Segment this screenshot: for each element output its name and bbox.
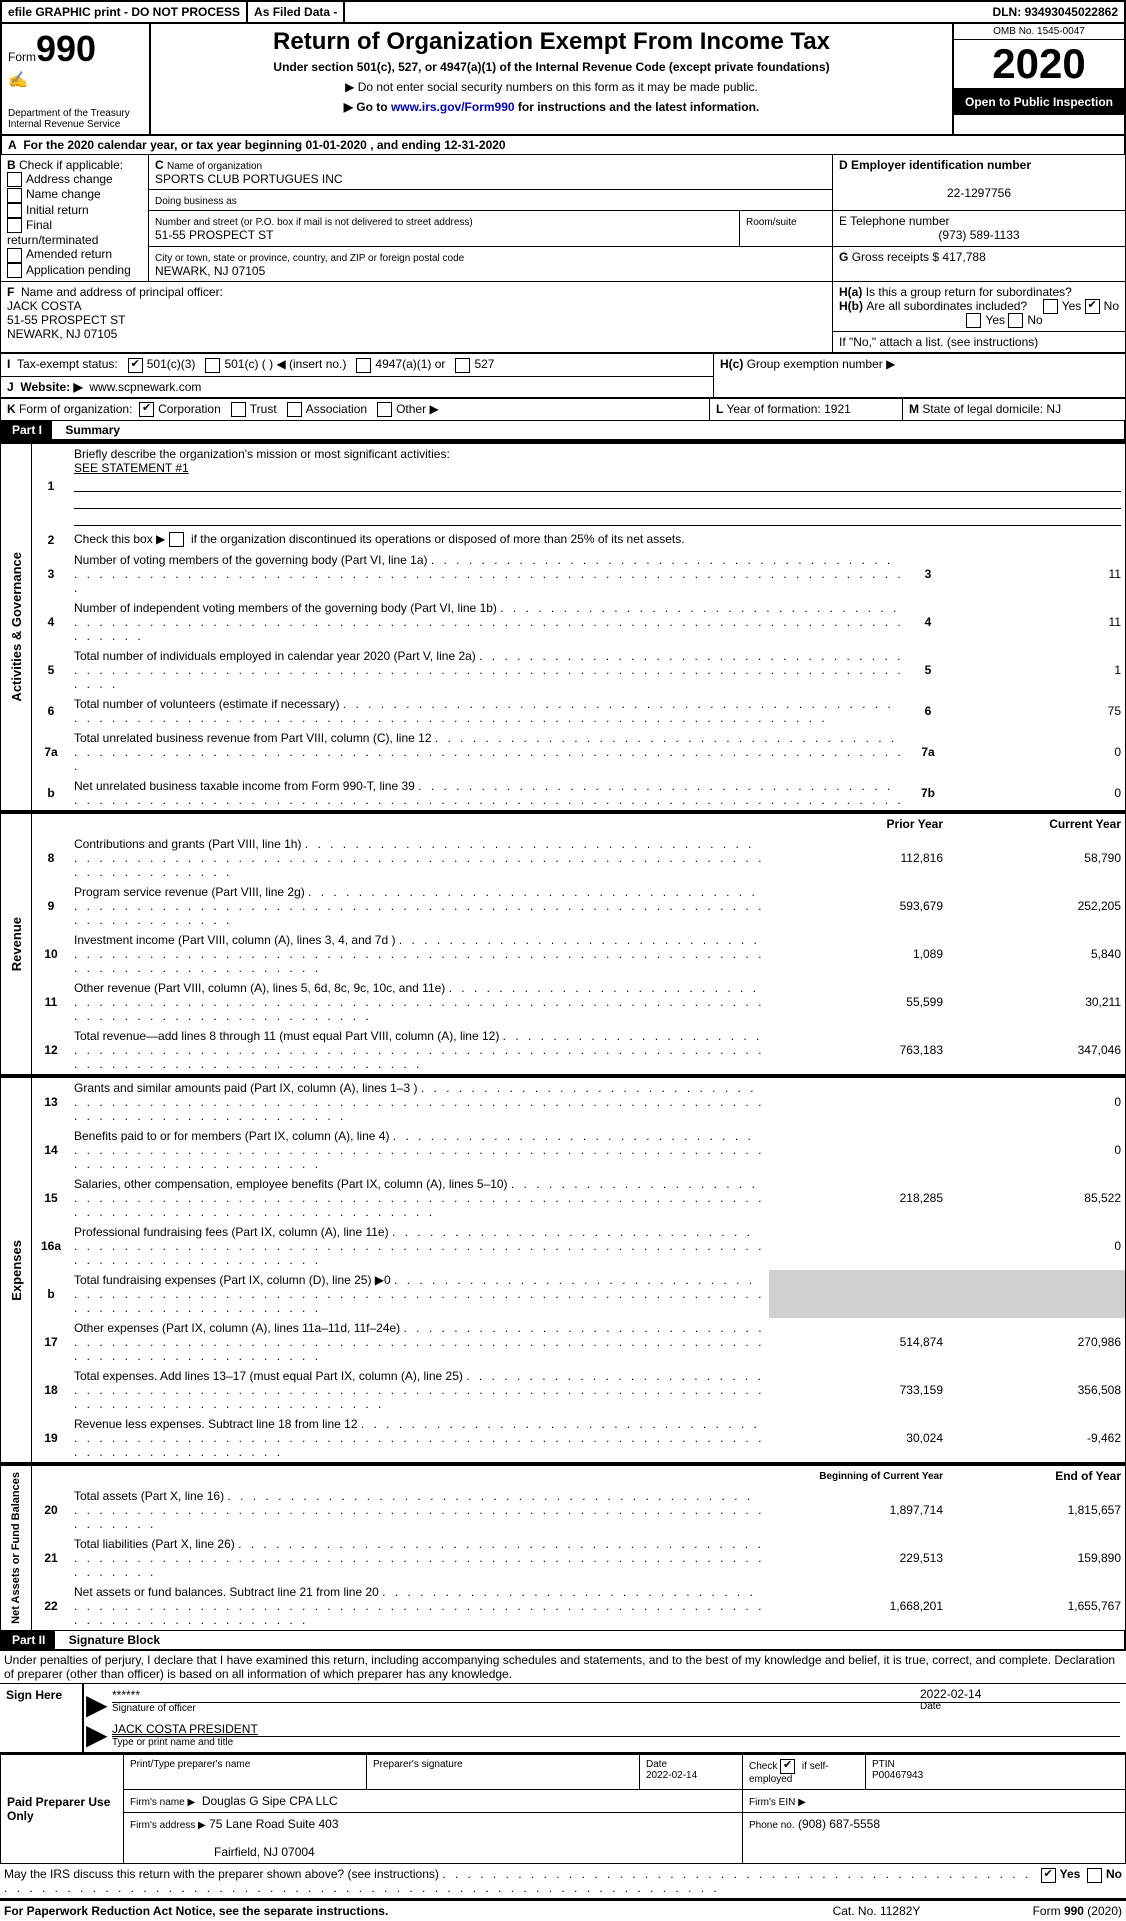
identity-grid: B Check if applicable: Address change Na… <box>0 154 1126 353</box>
form-corp[interactable]: Corporation <box>158 402 221 416</box>
main-header: Form990 ✍ Department of the Treasury Int… <box>0 24 1126 136</box>
form-subtitle: Under section 501(c), 527, or 4947(a)(1)… <box>157 60 946 74</box>
status-501c3[interactable]: 501(c)(3) <box>147 357 196 371</box>
hc-text: Group exemption number ▶ <box>747 357 896 371</box>
firm-addr1: 75 Lane Road Suite 403 <box>209 1817 338 1831</box>
end-year-header: End of Year <box>947 1466 1125 1486</box>
ein: 22-1297756 <box>839 186 1119 200</box>
sig-name: JACK COSTA PRESIDENT <box>112 1722 258 1736</box>
as-filed: As Filed Data - <box>248 2 345 22</box>
form-number: 990 <box>36 28 96 69</box>
status-grid: I Tax-exempt status: ✔501(c)(3) 501(c) (… <box>0 353 1126 397</box>
cat-no: Cat. No. 11282Y <box>833 1904 1033 1918</box>
form-assoc[interactable]: Association <box>306 402 367 416</box>
paid-preparer-label: Paid Preparer Use Only <box>1 1754 124 1864</box>
top-strip: efile GRAPHIC print - DO NOT PROCESS As … <box>0 0 1126 24</box>
part-i-title: Summary <box>55 423 120 437</box>
dln: 93493045022862 <box>1025 5 1118 19</box>
check-name-change[interactable]: Name change <box>26 187 101 201</box>
netassets-section: Net Assets or Fund Balances Beginning of… <box>0 1463 1126 1631</box>
gross-receipts: 417,788 <box>942 250 985 264</box>
expenses-tab: Expenses <box>9 1240 24 1301</box>
firm-ein-label: Firm's EIN ▶ <box>749 1797 806 1808</box>
declaration: Under penalties of perjury, I declare th… <box>0 1651 1126 1684</box>
activities-section: Activities & Governance 1Briefly describ… <box>0 441 1126 811</box>
kml-grid: K Form of organization: ✔Corporation Tru… <box>0 398 1126 421</box>
activities-tab: Activities & Governance <box>9 552 24 702</box>
check-initial[interactable]: Initial return <box>26 203 89 217</box>
prior-year-header: Prior Year <box>769 814 947 834</box>
state-domicile: NJ <box>1046 402 1061 416</box>
check-address-change[interactable]: Address change <box>26 172 113 186</box>
revenue-section: Revenue Prior YearCurrent Year 8 Contrib… <box>0 811 1126 1075</box>
year-formation: 1921 <box>824 402 851 416</box>
part-ii-label: Part II <box>2 1631 55 1649</box>
check-amended[interactable]: Amended return <box>26 247 112 261</box>
sig-officer-label: Signature of officer <box>112 1703 920 1714</box>
form-title: Return of Organization Exempt From Incom… <box>157 28 946 56</box>
sign-here-table: Sign Here ▶ ****** Signature of officer … <box>0 1684 1126 1752</box>
netassets-tab: Net Assets or Fund Balances <box>10 1472 22 1624</box>
irs-link[interactable]: www.irs.gov/Form990 <box>391 100 515 114</box>
check-pending[interactable]: Application pending <box>26 263 131 277</box>
form-trust[interactable]: Trust <box>250 402 277 416</box>
revenue-tab: Revenue <box>9 917 24 971</box>
officer-city: NEWARK, NJ 07105 <box>7 327 117 341</box>
ptin: P00467943 <box>872 1770 923 1781</box>
org-name: SPORTS CLUB PORTUGUES INC <box>155 172 343 186</box>
begin-year-header: Beginning of Current Year <box>769 1466 947 1486</box>
org-street: 51-55 PROSPECT ST <box>155 228 274 242</box>
form-note2a: ▶ Go to <box>344 100 391 114</box>
status-4947[interactable]: 4947(a)(1) or <box>375 357 445 371</box>
website[interactable]: www.scpnewark.com <box>89 380 201 394</box>
line-a: A For the 2020 calendar year, or tax yea… <box>0 136 1126 154</box>
dba-label: Doing business as <box>155 196 237 207</box>
paperwork-notice: For Paperwork Reduction Act Notice, see … <box>4 1904 833 1918</box>
form-note2b: for instructions and the latest informat… <box>515 100 760 114</box>
may-irs: May the IRS discuss this return with the… <box>4 1867 439 1881</box>
form-prefix: Form <box>8 50 36 64</box>
dept: Department of the Treasury <box>8 108 143 119</box>
sig-stars: ****** <box>112 1688 140 1702</box>
officer-name: JACK COSTA <box>7 299 81 313</box>
hb-note: If "No," attach a list. (see instruction… <box>839 335 1038 349</box>
dln-label: DLN: <box>993 5 1022 19</box>
sign-here-label: Sign Here <box>0 1684 83 1752</box>
part-i-label: Part I <box>2 421 52 439</box>
irs: Internal Revenue Service <box>8 119 143 130</box>
firm-name: Douglas G Sipe CPA LLC <box>202 1794 338 1808</box>
org-city: NEWARK, NJ 07105 <box>155 264 265 278</box>
status-527[interactable]: 527 <box>474 357 494 371</box>
part-ii-title: Signature Block <box>59 1633 160 1647</box>
firm-phone: (908) 687-5558 <box>798 1817 880 1831</box>
officer-street: 51-55 PROSPECT ST <box>7 313 126 327</box>
room-label: Room/suite <box>746 217 797 228</box>
paid-preparer-table: Paid Preparer Use Only Print/Type prepar… <box>0 1752 1126 1864</box>
expenses-section: Expenses 13 Grants and similar amounts p… <box>0 1075 1126 1463</box>
check-discontinued[interactable] <box>169 532 184 547</box>
current-year-header: Current Year <box>947 814 1125 834</box>
mission-answer: SEE STATEMENT #1 <box>74 461 189 475</box>
firm-addr2: Fairfield, NJ 07004 <box>130 1845 315 1859</box>
form-note1: ▶ Do not enter social security numbers o… <box>157 80 946 94</box>
tax-year: 2020 <box>954 40 1124 89</box>
omb: OMB No. 1545-0047 <box>954 24 1124 40</box>
prep-date: 2022-02-14 <box>646 1770 697 1781</box>
efile-print: efile GRAPHIC print - DO NOT PROCESS <box>2 2 248 22</box>
telephone: (973) 589-1133 <box>839 228 1119 242</box>
status-501c[interactable]: 501(c) ( ) ◀ (insert no.) <box>224 357 346 371</box>
form-other[interactable]: Other ▶ <box>396 402 439 416</box>
open-public: Open to Public Inspection <box>954 89 1124 115</box>
sig-date: 2022-02-14 <box>920 1687 1120 1701</box>
